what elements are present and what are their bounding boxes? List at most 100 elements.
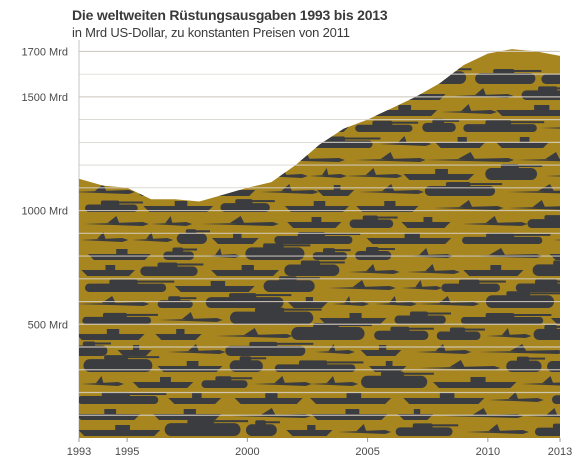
weapon-silhouette — [534, 423, 560, 436]
x-axis: 1993 1995 2000 2005 2010 2013 — [67, 438, 572, 458]
weapon-silhouette — [245, 420, 280, 436]
weapon-silhouette — [286, 425, 333, 436]
weapon-silhouette — [310, 393, 392, 404]
weapon-silhouette — [348, 264, 400, 274]
weapon-silhouette — [140, 262, 204, 276]
weapon-silhouette — [212, 233, 259, 244]
y-tick-label: 500 Mrd — [28, 319, 68, 331]
weapon-silhouette — [495, 137, 550, 148]
weapon-silhouette — [516, 152, 560, 162]
weapon-silhouette — [82, 312, 158, 324]
weapon-silhouette — [432, 377, 517, 388]
weapon-silhouette — [533, 324, 560, 340]
weapon-silhouette — [282, 70, 321, 84]
weapon-silhouette — [79, 425, 161, 436]
weapon-silhouette — [349, 215, 398, 228]
weapon-silhouette — [328, 72, 374, 82]
weapon-silhouette — [155, 329, 202, 340]
weapon-silhouette — [436, 327, 485, 340]
weapon-silhouette — [148, 73, 207, 84]
weapon-silhouette — [201, 376, 253, 388]
y-tick-label: 1000 Mrd — [22, 206, 68, 218]
weapon-silhouette — [79, 341, 111, 357]
weapon-silhouette — [245, 243, 311, 260]
x-tick-label: 2010 — [476, 446, 500, 458]
weapon-silhouette — [527, 215, 560, 229]
weapon-silhouette — [246, 120, 290, 132]
weapon-silhouette — [403, 393, 485, 404]
weapon-silhouette — [463, 265, 524, 276]
weapon-silhouette — [319, 313, 387, 324]
weapon-silhouette — [79, 329, 145, 340]
weapon-silhouette — [366, 233, 452, 244]
weapon-silhouette — [465, 424, 529, 434]
weapon-silhouette — [174, 152, 260, 162]
weapon-silhouette — [81, 376, 124, 386]
weapon-silhouette — [234, 393, 303, 404]
weapon-silhouette — [86, 168, 163, 178]
weapon-silhouette — [403, 169, 475, 180]
weapon-silhouette — [79, 391, 167, 405]
weapon-silhouette — [164, 419, 249, 436]
chart-title: Die weltweiten Rüstungsausgaben 1993 bis… — [72, 7, 388, 23]
weapon-silhouette — [229, 356, 267, 372]
weapon-silhouette — [83, 216, 149, 226]
weapon-silhouette — [434, 137, 486, 148]
weapon-silhouette — [210, 265, 280, 276]
weapon-silhouette — [328, 280, 396, 290]
weapon-silhouette — [521, 376, 560, 386]
x-tick-label: 2000 — [235, 446, 259, 458]
weapon-silhouette — [220, 199, 275, 212]
weapon-silhouette — [373, 73, 407, 84]
weapon-silhouette — [287, 217, 342, 228]
weapon-silhouette — [394, 311, 451, 324]
weapon-silhouette — [151, 216, 193, 226]
weapon-silhouette — [374, 326, 434, 340]
x-tick-label: 2005 — [355, 446, 379, 458]
x-tick-label: 2013 — [548, 446, 572, 458]
weapon-silhouette — [441, 104, 498, 114]
weapon-silhouette — [354, 152, 426, 162]
y-tick-label: 1500 Mrd — [22, 92, 68, 104]
weapon-silhouette — [434, 200, 504, 210]
weapon-silhouette — [355, 120, 419, 132]
weapon-silhouette — [515, 279, 560, 292]
weapon-silhouette — [337, 424, 392, 434]
x-tick-label: 1995 — [115, 446, 139, 458]
weapon-silhouette — [225, 341, 314, 356]
weapon-silhouette — [157, 296, 197, 308]
weapon-silhouette — [460, 312, 552, 324]
weapon-silhouette — [166, 115, 240, 132]
weapon-silhouette — [83, 105, 122, 116]
weapon-silhouette — [378, 136, 432, 146]
weapon-silhouette — [521, 86, 560, 100]
weapon-silhouette — [486, 328, 532, 338]
weapon-silhouette — [401, 217, 451, 228]
weapon-silhouette — [81, 265, 136, 276]
weapon-silhouette — [441, 279, 506, 292]
weapon-silhouette — [201, 216, 279, 226]
weapon-silhouette — [289, 121, 350, 132]
weapon-silhouette — [395, 423, 459, 436]
y-tick-label: 1700 Mrd — [22, 46, 68, 58]
weapon-silhouette — [229, 307, 322, 324]
weapon-silhouette — [287, 297, 328, 308]
weapon-silhouette — [309, 168, 347, 178]
weapon-silhouette — [165, 165, 259, 180]
weapon-silhouette — [532, 260, 560, 276]
weapon-silhouette — [135, 105, 219, 116]
weapon-silhouette — [524, 408, 560, 418]
weapon-silhouette — [158, 312, 223, 322]
weapon-silhouette — [83, 355, 160, 372]
weapon-silhouette — [200, 185, 256, 196]
weapon-silhouette — [224, 136, 296, 146]
weapon-silhouette — [424, 152, 515, 162]
weapon-silhouette — [488, 392, 544, 402]
weapon-silhouette — [411, 67, 472, 84]
weapon-silhouette — [284, 260, 345, 276]
weapon-silhouette — [235, 85, 315, 100]
weapon-silhouette — [304, 104, 361, 114]
weapon-silhouette — [420, 360, 501, 370]
weapon-silhouette — [168, 393, 222, 404]
weapon-silhouette — [139, 184, 193, 196]
